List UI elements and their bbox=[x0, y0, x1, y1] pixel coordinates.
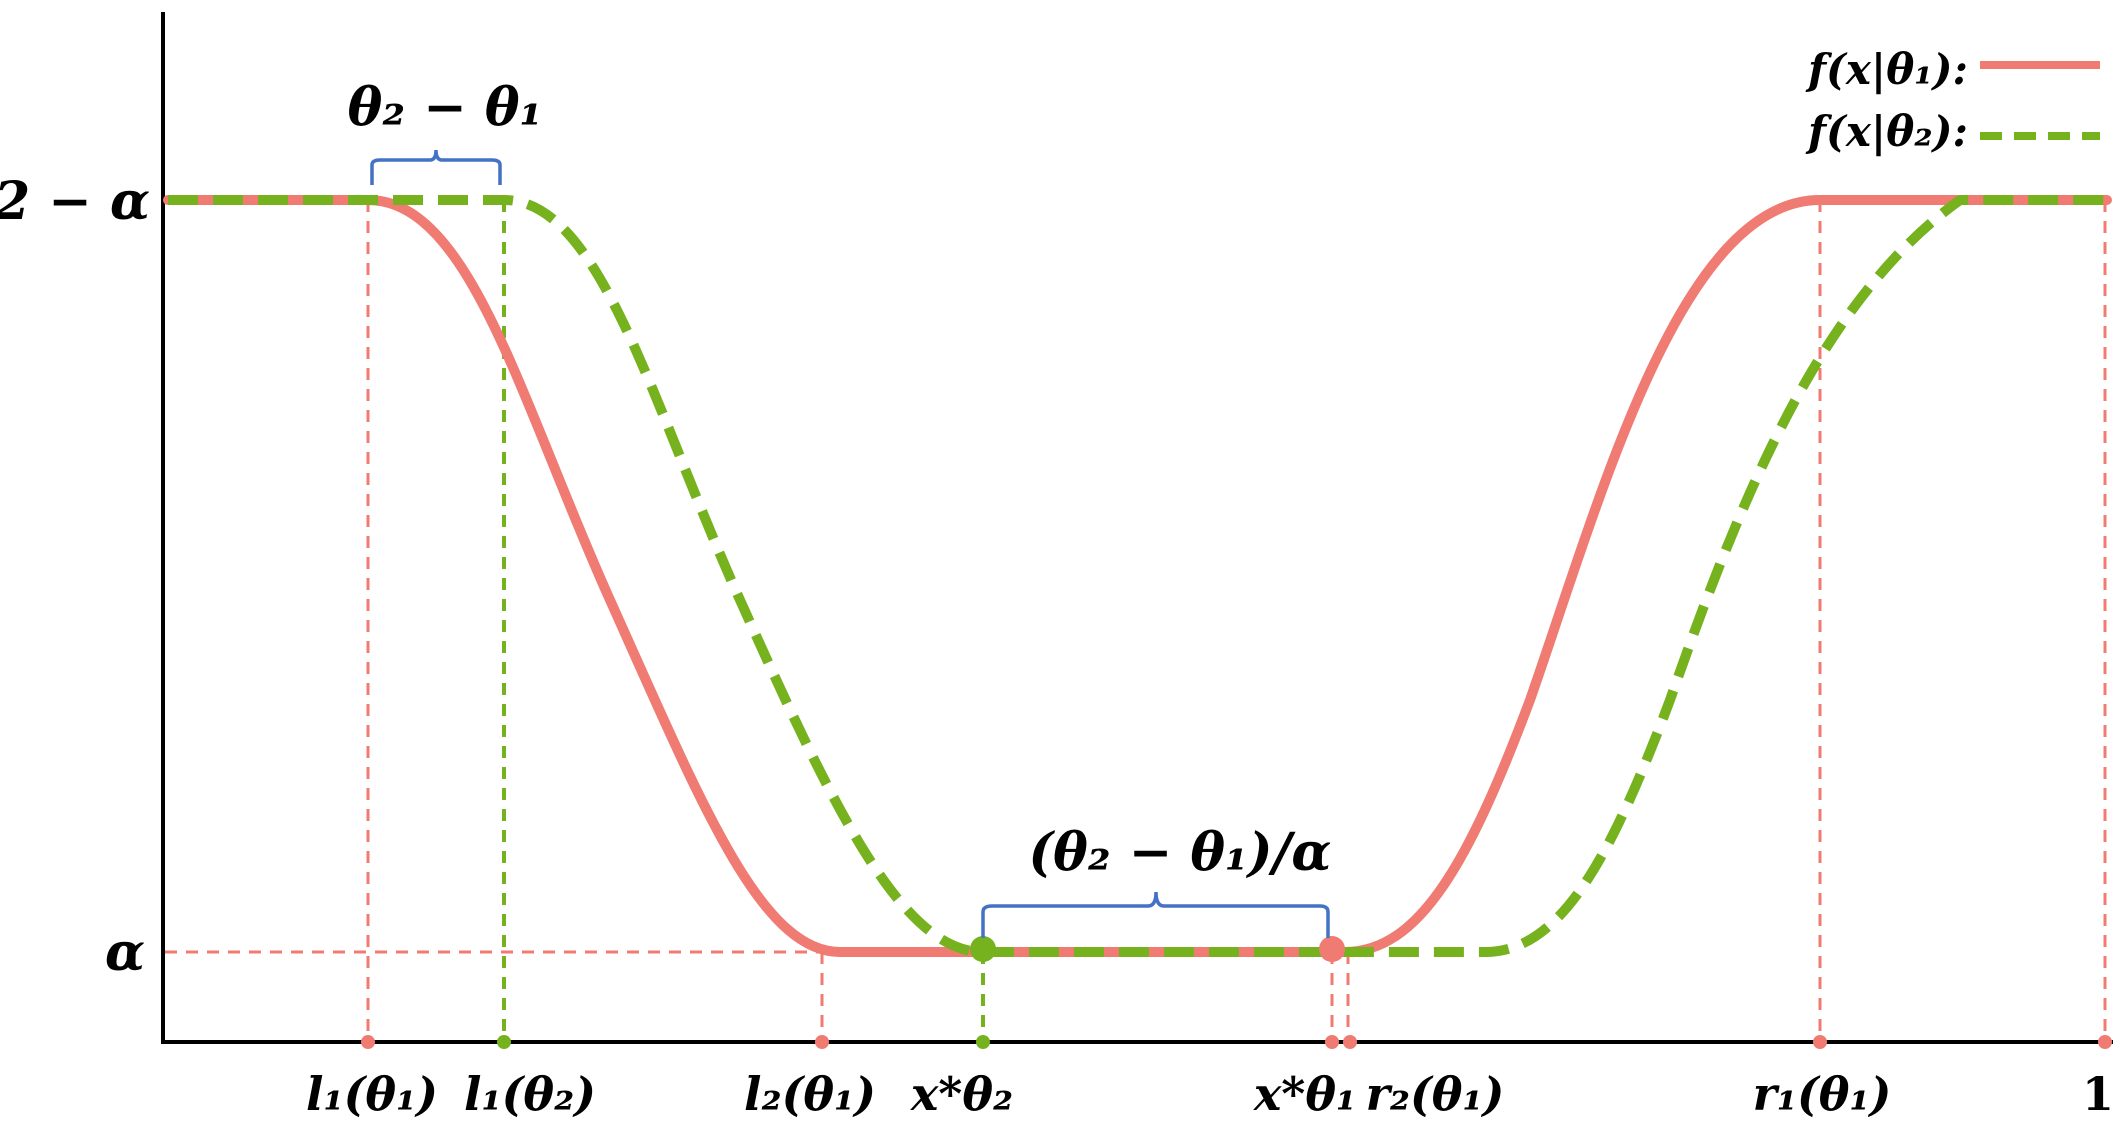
y-label-bottom: α bbox=[105, 922, 145, 983]
dot-l1-theta2 bbox=[497, 1035, 511, 1049]
legend-label-theta1: f(x|θ₁): bbox=[1805, 45, 1968, 94]
dot-l2-theta1 bbox=[815, 1035, 829, 1049]
dot-l1-theta1 bbox=[361, 1035, 375, 1049]
dot-x-end bbox=[2098, 1035, 2112, 1049]
x-label-l2-theta1: l₂(θ₁) bbox=[744, 1067, 876, 1121]
curve-f-theta2 bbox=[168, 195, 2107, 957]
x-label-l1-theta2: l₁(θ₂) bbox=[464, 1067, 596, 1121]
legend: f(x|θ₁): f(x|θ₂): bbox=[1805, 45, 2100, 156]
guides-curve2 bbox=[502, 200, 985, 1042]
x-label-l1-theta1: l₁(θ₁) bbox=[306, 1067, 438, 1121]
x-label-r2-theta1: r₂(θ₁) bbox=[1366, 1067, 1505, 1121]
legend-label-theta2: f(x|θ₂): bbox=[1805, 107, 1968, 156]
top-brace bbox=[370, 149, 502, 185]
guides-curve1 bbox=[366, 200, 2107, 1042]
x-label-r1-theta1: r₁(θ₁) bbox=[1753, 1067, 1892, 1121]
dot-r2-theta1 bbox=[1343, 1035, 1357, 1049]
bottom-brace-label: (θ₂ − θ₁)/α bbox=[1029, 822, 1332, 883]
top-brace-label: θ₂ − θ₁ bbox=[348, 77, 543, 138]
x-label-x-star-theta1: x*θ₁ bbox=[1253, 1067, 1356, 1121]
dot-r1-theta1 bbox=[1813, 1035, 1827, 1049]
axis-dots bbox=[361, 1035, 2112, 1049]
dot-x-star-theta2 bbox=[976, 1035, 990, 1049]
dot-x-star-theta1 bbox=[1325, 1035, 1339, 1049]
point-x-star-theta2 bbox=[970, 936, 996, 962]
x-label-x-star-theta2: x*θ₂ bbox=[910, 1067, 1013, 1121]
x-label-end: 1 bbox=[2082, 1067, 2114, 1121]
y-label-top: 2 − α bbox=[0, 171, 150, 232]
bottom-brace bbox=[981, 891, 1330, 938]
point-x-star-theta1 bbox=[1319, 936, 1345, 962]
